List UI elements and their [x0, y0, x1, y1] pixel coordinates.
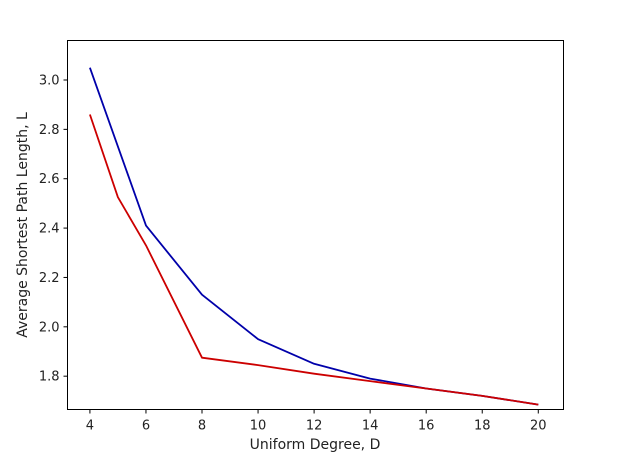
y-axis-label: Average Shortest Path Length, L: [15, 112, 31, 338]
x-tick-label: 10: [250, 419, 267, 434]
plot-frame: [67, 40, 564, 410]
x-tick-label: 18: [474, 419, 491, 434]
y-tick-label: 1.8: [39, 370, 60, 385]
x-tick-label: 16: [418, 419, 435, 434]
x-tick-label: 12: [306, 419, 323, 434]
x-tick-label: 20: [530, 419, 547, 434]
y-tick-label: 2.8: [39, 123, 60, 138]
series-line-2: [89, 114, 539, 406]
y-tick-label: 2.4: [39, 222, 60, 237]
y-tick-label: 2.6: [39, 172, 60, 187]
x-axis-label: Uniform Degree, D: [250, 437, 381, 453]
x-tick-label: 4: [86, 419, 94, 434]
x-tick-label: 6: [142, 419, 150, 434]
y-tick-label: 2.0: [39, 320, 60, 335]
x-tick-label: 14: [362, 419, 379, 434]
x-axis-ticks: 4 6 8 10 12 14 16 18 20: [86, 409, 547, 434]
x-tick-label: 8: [198, 419, 206, 434]
series-layer: [89, 67, 539, 406]
y-axis-ticks: 1.8 2.0 2.2 2.4 2.6 2.8 3.0: [39, 73, 68, 385]
y-tick-label: 3.0: [39, 73, 60, 88]
y-tick-label: 2.2: [39, 271, 60, 286]
